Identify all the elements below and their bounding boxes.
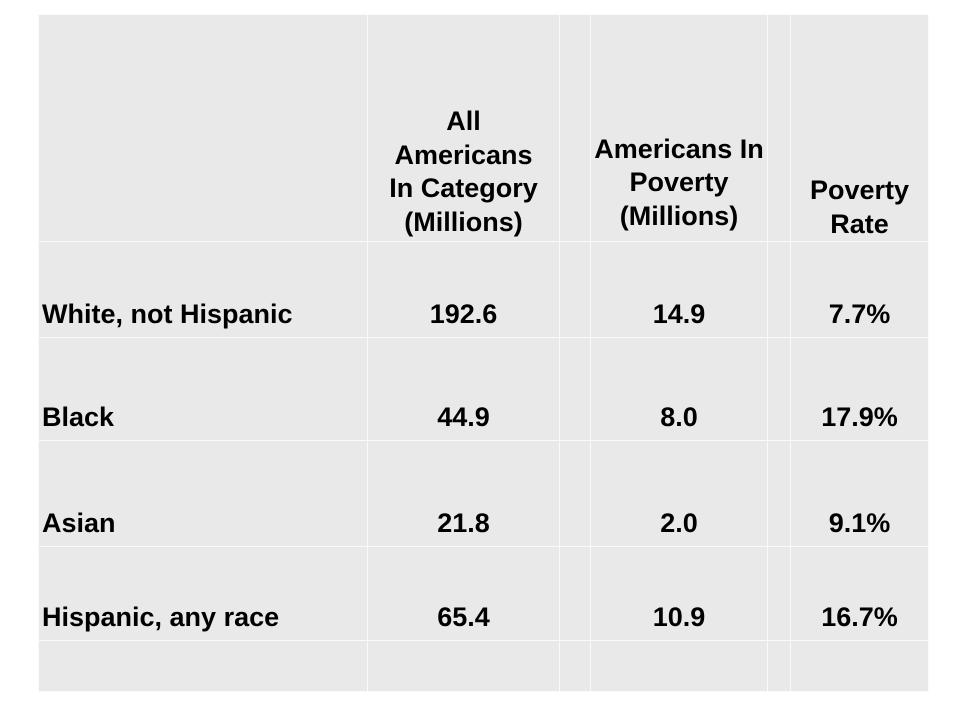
row-category: White, not Hispanic <box>38 241 368 338</box>
empty-cell <box>590 640 768 692</box>
row-in-poverty: 8.0 <box>590 337 768 441</box>
row-all-americans: 44.9 <box>367 337 560 441</box>
row-all-americans: 21.8 <box>367 440 560 547</box>
header-all-americans-label: All Americans In Category (Millions) <box>389 106 538 237</box>
row-poverty-rate: 9.1% <box>790 440 929 547</box>
row-spacer <box>559 440 591 547</box>
row-spacer <box>559 241 591 338</box>
row-spacer <box>767 241 791 338</box>
row-all-americans: 192.6 <box>367 241 560 338</box>
header-spacer-2 <box>767 14 791 242</box>
header-all-americans: All Americans In Category (Millions) <box>367 14 560 242</box>
row-in-poverty: 2.0 <box>590 440 768 547</box>
row-in-poverty: 14.9 <box>590 241 768 338</box>
header-category <box>38 14 368 242</box>
row-spacer <box>559 546 591 641</box>
row-category: Asian <box>38 440 368 547</box>
table-row: Hispanic, any race 65.4 10.9 16.7% <box>38 546 929 641</box>
empty-cell <box>767 640 791 692</box>
table-row-empty <box>38 640 929 692</box>
row-poverty-rate: 16.7% <box>790 546 929 641</box>
header-in-poverty: Americans In Poverty (Millions) <box>590 14 768 242</box>
empty-cell <box>790 640 929 692</box>
empty-cell <box>559 640 591 692</box>
empty-cell <box>38 640 368 692</box>
header-row: All Americans In Category (Millions) Ame… <box>38 14 929 242</box>
header-poverty-rate-label: Poverty Rate <box>809 175 910 239</box>
table-row: Black 44.9 8.0 17.9% <box>38 337 929 441</box>
row-category: Hispanic, any race <box>38 546 368 641</box>
row-spacer <box>767 440 791 547</box>
row-poverty-rate: 7.7% <box>790 241 929 338</box>
header-in-poverty-label: Americans In Poverty (Millions) <box>594 133 764 231</box>
row-spacer <box>767 337 791 441</box>
row-in-poverty: 10.9 <box>590 546 768 641</box>
empty-cell <box>367 640 560 692</box>
row-category: Black <box>38 337 368 441</box>
table-row: Asian 21.8 2.0 9.1% <box>38 440 929 547</box>
header-poverty-rate: Poverty Rate <box>790 14 929 242</box>
row-all-americans: 65.4 <box>367 546 560 641</box>
poverty-table-container: All Americans In Category (Millions) Ame… <box>38 14 929 692</box>
row-spacer <box>559 337 591 441</box>
header-spacer-1 <box>559 14 591 242</box>
row-spacer <box>767 546 791 641</box>
poverty-table: All Americans In Category (Millions) Ame… <box>38 14 929 692</box>
table-row: White, not Hispanic 192.6 14.9 7.7% <box>38 241 929 338</box>
row-poverty-rate: 17.9% <box>790 337 929 441</box>
